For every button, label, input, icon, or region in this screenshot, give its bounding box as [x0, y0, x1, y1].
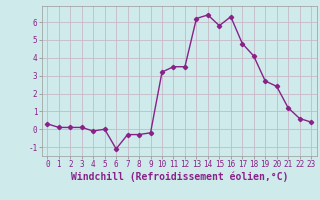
- X-axis label: Windchill (Refroidissement éolien,°C): Windchill (Refroidissement éolien,°C): [70, 172, 288, 182]
